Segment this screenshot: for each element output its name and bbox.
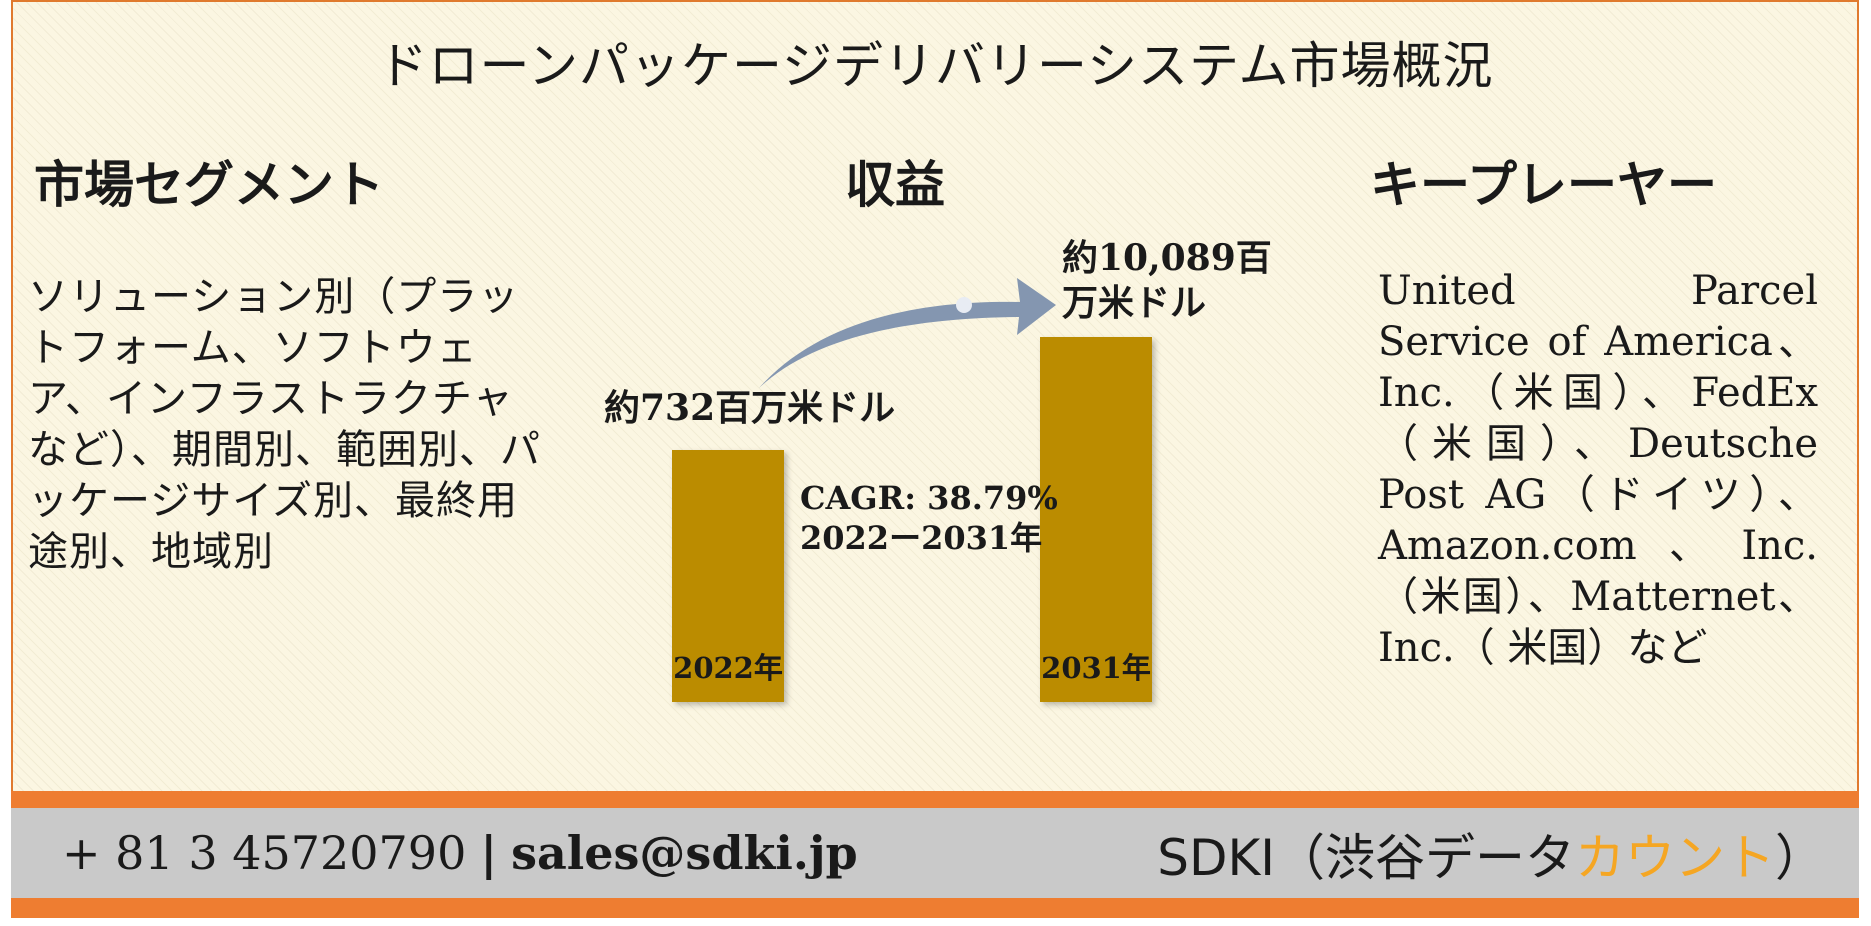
- email-link[interactable]: sales@sdki.jp: [511, 826, 858, 880]
- value-label-2031: 約10,089百万米ドル: [1062, 237, 1272, 324]
- contact-separator: |: [480, 826, 498, 880]
- key-players-heading: キープレーヤー: [1370, 155, 1717, 214]
- phone-number[interactable]: + 81 3 45720790: [62, 826, 467, 880]
- segments-heading: 市場セグメント: [34, 155, 384, 214]
- cagr-rate: CAGR: 38.79%: [800, 479, 1058, 517]
- revenue-heading: 収益: [845, 155, 945, 214]
- brand-main-text: SDKI（渋谷データ: [1157, 829, 1575, 887]
- contact-info: + 81 3 45720790 | sales@sdki.jp: [62, 826, 858, 880]
- content-panel: [11, 0, 1859, 791]
- brand-accent-text: カウント: [1575, 829, 1775, 887]
- value-label-2022: 約732百万米ドル: [604, 387, 896, 429]
- footer-bottom-band: [11, 898, 1859, 918]
- key-players-text: United Parcel Service of America、Inc.（米国…: [1378, 268, 1818, 671]
- cagr-label: CAGR: 38.79% 2022ー2031年: [800, 478, 1058, 558]
- segments-text: ソリューション別（プラットフォーム、ソフトウェア、インフラストラクチャなど）、期…: [28, 274, 541, 575]
- cagr-period: 2022ー2031年: [800, 519, 1043, 557]
- footer-bar: [11, 808, 1859, 898]
- bar-label-2031: 2031年: [1041, 651, 1151, 685]
- bar-label-2022: 2022年: [673, 651, 783, 685]
- brand-logo: SDKI（渋谷データカウント）: [1157, 818, 1825, 890]
- footer-top-band: [11, 791, 1859, 808]
- brand-end-text: ）: [1775, 829, 1825, 887]
- page-title: ドローンパッケージデリバリーシステム市場概況: [377, 37, 1494, 95]
